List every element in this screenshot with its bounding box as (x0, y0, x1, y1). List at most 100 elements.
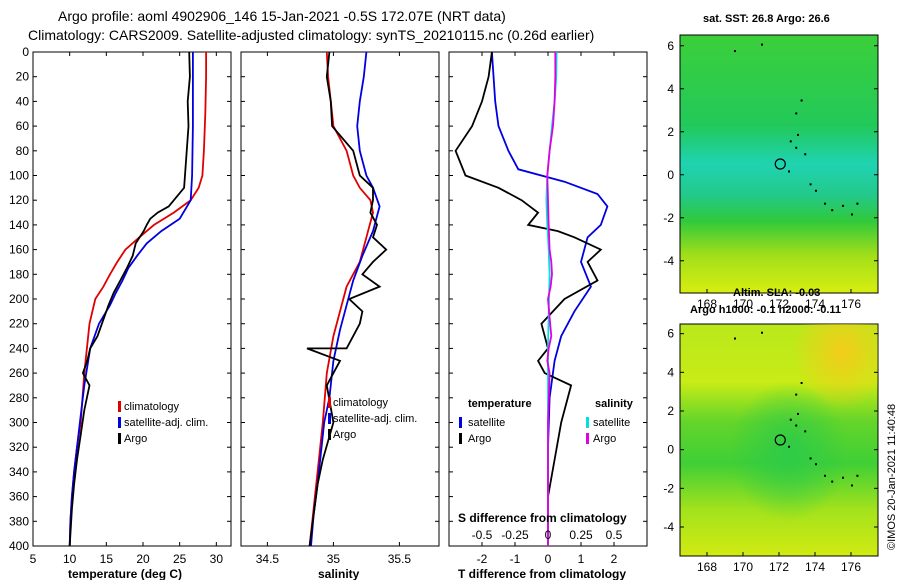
temperature-legend: climatology satellite-adj. clim. Argo (118, 401, 208, 445)
island-dot (842, 204, 844, 207)
sla-island-dots (734, 331, 859, 487)
island-dot (800, 382, 803, 384)
sla-title-line-2: Argo h1000: -0.1 h2000: -0.11 (690, 304, 841, 316)
depth-tick-label: 320 (9, 440, 29, 454)
island-dot (734, 50, 736, 53)
legend-title-temperature: temperature (468, 398, 532, 410)
island-dot (800, 99, 803, 102)
legend-mark-argo (328, 429, 331, 440)
legend-title-salinity: salinity (595, 398, 634, 410)
salinity-axes (240, 51, 440, 547)
x-tick-label: 35.5 (388, 552, 412, 566)
map-lat-tick-label: 0 (667, 168, 674, 182)
title-line-1: Argo profile: aoml 4902906_146 15-Jan-20… (58, 8, 506, 24)
depth-tick-label: 220 (9, 317, 29, 331)
island-dot (809, 183, 812, 186)
map-lon-tick-label: 170 (733, 297, 753, 311)
depth-tick-label: 240 (9, 341, 29, 355)
depth-tick-label: 340 (9, 465, 29, 479)
map-lat-tick-label: 2 (667, 125, 674, 139)
island-dot (789, 140, 792, 143)
depth-tick-label: 360 (9, 490, 29, 504)
map-lon-tick-label: 172 (769, 297, 789, 311)
map-lon-tick-label: 174 (805, 297, 825, 311)
map-lon-tick-label: 176 (841, 297, 861, 311)
map-lon-tick-label: 170 (733, 560, 753, 574)
difference-lines (454, 51, 609, 546)
temperature-panel: 0 20 40 60 80 100 120 140 160 180 200 220 240 260 280 3… (9, 45, 232, 580)
island-dot (795, 112, 798, 115)
temperature-axes (32, 51, 232, 547)
map-lat-tick-label: -4 (663, 254, 674, 268)
map-lon-tick-label: 168 (697, 560, 717, 574)
s-difference-tick-label: -0.5 (472, 528, 493, 542)
s-difference-label: S difference from climatology (458, 511, 627, 525)
sst-island-dots (734, 43, 859, 216)
legend-label-climatology: climatology (333, 397, 389, 409)
depth-tick-label: 20 (16, 70, 30, 84)
x-tick-label: 30 (210, 552, 224, 566)
island-dot (851, 213, 853, 216)
island-dot (788, 170, 790, 173)
island-dot (815, 189, 817, 192)
island-dot (815, 463, 817, 466)
map-lat-tick-label: 2 (667, 404, 674, 418)
sst-map-ticks: 168 170 172 174 176 6 4 2 0 -2 -4 (663, 39, 878, 311)
s-difference-tick-labels: -0.5 -0.25 0 0.25 0.5 (472, 528, 623, 542)
island-dot (761, 43, 763, 46)
sla-title-line-1: Altim. SLA: -0.03 (733, 287, 820, 299)
map-lat-tick-label: -2 (663, 211, 674, 225)
map-lat-tick-label: -4 (663, 520, 674, 534)
island-dot (795, 424, 798, 427)
salinity-legend: climatology satellite-adj. clim. Argo (328, 397, 417, 441)
temperature-ticks: 5 10 15 20 25 30 (30, 51, 231, 566)
legend-mark-satellite-adj (328, 413, 331, 424)
x-tick-label: 2 (611, 552, 618, 566)
island-dot (831, 480, 834, 483)
difference-ticks: -2 -1 0 1 2 (449, 51, 647, 566)
map-lat-tick-label: 4 (667, 365, 674, 379)
map-lat-tick-label: 0 (667, 443, 674, 457)
island-dot (789, 418, 792, 421)
map-lon-tick-label: 172 (769, 560, 789, 574)
island-dot (797, 133, 799, 136)
s-difference-tick-label: 0.25 (569, 528, 593, 542)
depth-tick-label: 200 (9, 292, 29, 306)
difference-xlabel: T difference from climatology (458, 567, 626, 580)
map-lat-tick-label: 6 (667, 39, 674, 53)
map-lat-tick-label: 4 (667, 82, 674, 96)
salinity-ticks: 34.5 35 35.5 (241, 51, 439, 566)
depth-tick-label: 380 (9, 514, 29, 528)
s-difference-tick-label: -0.25 (501, 528, 529, 542)
map-lon-tick-label: 168 (697, 297, 717, 311)
legend-label-climatology: climatology (124, 401, 180, 413)
x-tick-label: 34.5 (256, 552, 280, 566)
sst-map: sat. SST: 26.8 Argo: 26.6 168 170 172 174 17… (663, 13, 879, 311)
legend-mark-temp-argo (459, 433, 462, 444)
island-dot (795, 393, 798, 396)
legend-label-satellite-adj: satellite-adj. clim. (333, 413, 417, 425)
depth-tick-label: 120 (9, 193, 29, 207)
island-dot (795, 146, 798, 149)
map-lon-tick-label: 176 (841, 560, 861, 574)
series-line-satellite-adj-clim- (68, 52, 194, 547)
depth-tick-label: 280 (9, 391, 29, 405)
legend-mark-temp-satellite (459, 417, 462, 428)
legend-label-satellite-adj: satellite-adj. clim. (124, 417, 208, 429)
legend-mark-satellite-adj (118, 417, 121, 428)
legend-label-argo: Argo (333, 429, 356, 441)
legend-mark-sal-satellite (586, 417, 589, 428)
island-dot (804, 153, 807, 156)
depth-tick-label: 160 (9, 243, 29, 257)
legend-mark-sal-argo (586, 433, 589, 444)
salinity-xlabel: salinity (318, 567, 360, 580)
legend-mark-climatology (328, 397, 331, 408)
sst-map-title: sat. SST: 26.8 Argo: 26.6 (703, 13, 830, 25)
sla-map-ticks: 168 170 172 174 176 6 4 2 0 -2 -4 (663, 327, 878, 574)
depth-tick-label: 0 (22, 45, 29, 59)
island-dot (831, 209, 834, 212)
legend-label-argo: Argo (124, 433, 147, 445)
map-lon-tick-label: 174 (805, 560, 825, 574)
island-dot (804, 430, 807, 433)
map-lat-tick-label: 6 (667, 327, 674, 341)
